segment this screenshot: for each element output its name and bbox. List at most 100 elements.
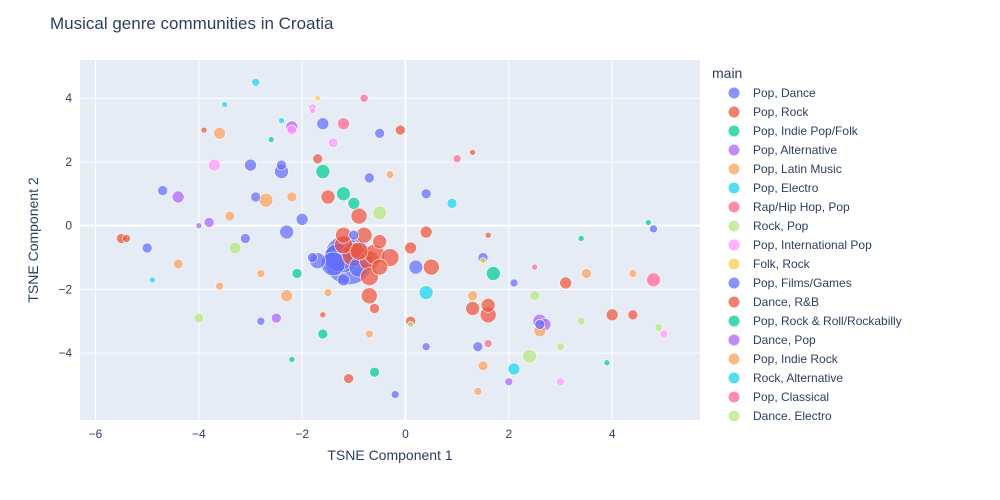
legend-item[interactable]: Dance, Pop (728, 333, 817, 347)
legend-item[interactable]: Pop, Indie Rock (728, 352, 839, 366)
data-point (395, 124, 406, 136)
y-tick-label: 0 (65, 219, 72, 233)
legend-item[interactable]: Rap/Hip Hop, Pop (728, 200, 851, 214)
legend-item-label: Pop, Classical (753, 390, 829, 404)
legend-item[interactable]: Pop, Rock (728, 105, 810, 119)
data-point (193, 312, 205, 324)
plot-area (80, 60, 700, 420)
data-point (250, 191, 261, 203)
y-tick-label: 2 (65, 155, 72, 169)
y-axis-title: TSNE Component 2 (25, 177, 41, 302)
data-point (577, 235, 585, 242)
data-point (309, 107, 316, 115)
data-point (369, 366, 380, 378)
data-point (473, 387, 483, 396)
data-point (364, 172, 375, 184)
data-point (531, 263, 538, 271)
data-point (258, 192, 274, 208)
data-point (534, 319, 546, 330)
data-point (369, 303, 380, 314)
legend-item[interactable]: Rock, Alternative (728, 371, 844, 385)
legend-item[interactable]: Dance, R&B (728, 295, 820, 309)
data-point (307, 252, 318, 263)
legend-marker-icon (728, 201, 740, 213)
y-tick-label: −2 (58, 282, 72, 296)
data-point (627, 309, 639, 321)
legend-item-label: Rock, Pop (753, 219, 809, 233)
legend-item[interactable]: Pop, Rock & Roll/Rockabilly (728, 314, 902, 328)
legend-item[interactable]: Pop, Films/Games (728, 276, 852, 290)
data-point (371, 258, 388, 276)
data-point (279, 224, 294, 240)
data-point (319, 311, 327, 319)
data-point (559, 276, 572, 290)
legend-marker-icon (728, 239, 740, 251)
legend-item[interactable]: Pop, Dance (728, 86, 817, 100)
data-point (200, 126, 208, 134)
data-point (203, 217, 215, 228)
data-point (479, 257, 487, 265)
legend-item-label: Pop, Alternative (753, 143, 837, 157)
data-point (350, 207, 368, 225)
data-point (420, 188, 432, 200)
data-point (522, 348, 537, 364)
data-point (504, 377, 514, 387)
data-point (423, 258, 440, 276)
data-point (385, 170, 395, 179)
data-point (221, 101, 228, 108)
data-point (452, 154, 462, 164)
data-point (509, 278, 519, 288)
data-point (323, 288, 333, 297)
data-point (228, 241, 242, 255)
legend-item[interactable]: Pop, Latin Music (728, 162, 842, 176)
legend-item-label: Dance, Pop (753, 333, 816, 347)
data-point (465, 301, 480, 316)
data-point (240, 233, 251, 244)
legend-item-label: Rap/Hip Hop, Pop (753, 200, 850, 214)
data-point (317, 328, 329, 340)
data-point (390, 390, 400, 399)
legend-item[interactable]: Dance. Electro (728, 409, 833, 423)
data-point (408, 259, 424, 275)
legend-item[interactable]: Rock, Pop (728, 219, 809, 233)
legend-item[interactable]: Pop, Alternative (728, 143, 838, 157)
data-point (276, 159, 287, 171)
legend: main Pop, Dance Pop, Rock Pop, Indie Pop/F… (712, 65, 902, 423)
data-point (469, 149, 476, 156)
x-tick-label: 2 (505, 427, 512, 441)
chart-title: Musical genre communities in Croatia (50, 14, 334, 33)
data-point (659, 329, 669, 339)
x-tick-label: 0 (402, 427, 409, 441)
data-point (295, 212, 309, 226)
legend-marker-icon (728, 163, 740, 175)
axis-ticks: −6 −4 −2 0 2 4 −4 −2 0 2 4 (58, 91, 616, 441)
data-point (316, 117, 330, 131)
data-point (484, 231, 492, 239)
data-point (556, 342, 565, 352)
x-tick-label: 4 (609, 427, 616, 441)
data-point (372, 234, 387, 249)
data-point (472, 341, 484, 353)
data-point (320, 189, 336, 205)
data-point (312, 153, 323, 165)
legend-marker-icon (728, 125, 740, 137)
legend-item-label: Pop, International Pop (753, 238, 872, 252)
data-point (372, 205, 387, 221)
data-point (374, 127, 385, 139)
data-point (280, 289, 293, 303)
legend-item[interactable]: Pop, Classical (728, 390, 830, 404)
data-point (315, 164, 331, 179)
legend-item[interactable]: Pop, Indie Pop/Folk (728, 124, 859, 138)
data-point (208, 158, 221, 172)
data-point (480, 298, 496, 313)
legend-item[interactable]: Pop, International Pop (728, 238, 873, 252)
data-point (343, 373, 354, 384)
legend-item[interactable]: Pop, Electro (728, 181, 819, 195)
data-point (446, 198, 458, 209)
legend-item-label: Pop, Indie Rock (753, 352, 839, 366)
data-point (256, 316, 266, 326)
y-tick-label: −4 (58, 346, 72, 360)
legend-title: main (712, 65, 742, 81)
legend-marker-icon (728, 296, 740, 308)
legend-item[interactable]: Folk, Rock (728, 257, 811, 271)
